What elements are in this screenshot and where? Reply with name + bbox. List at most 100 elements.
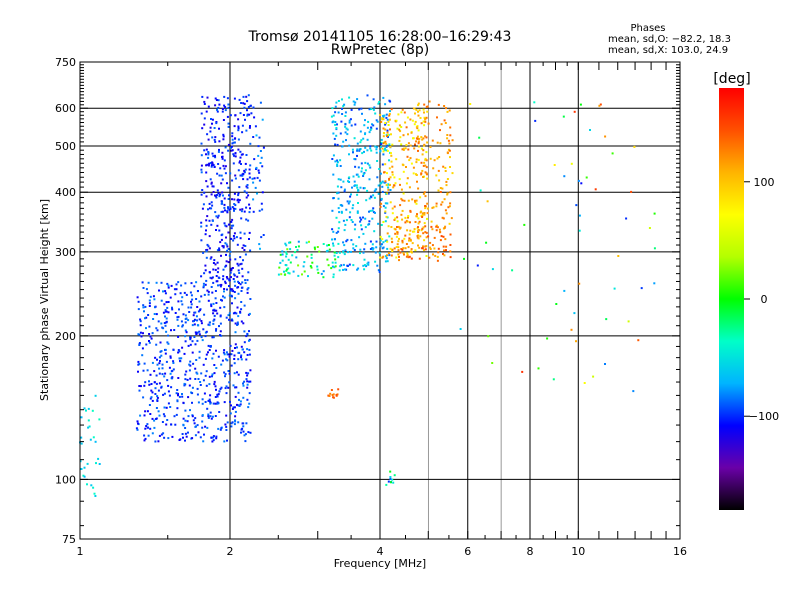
data-point <box>424 164 427 167</box>
data-point <box>398 237 400 240</box>
data-point <box>171 435 174 438</box>
data-point <box>374 251 377 254</box>
data-point <box>630 190 633 193</box>
data-point <box>429 246 432 249</box>
data-point <box>190 300 192 303</box>
data-point <box>202 379 205 382</box>
data-point <box>249 125 251 127</box>
data-point <box>380 121 383 123</box>
data-point <box>204 357 207 360</box>
data-point <box>386 135 388 138</box>
data-point <box>144 437 147 440</box>
data-point <box>418 246 421 249</box>
data-point <box>236 346 238 349</box>
cluster <box>414 100 454 239</box>
data-point <box>322 243 325 245</box>
data-point <box>205 164 208 167</box>
data-point <box>221 245 224 247</box>
data-point <box>248 238 250 240</box>
data-point <box>210 303 213 306</box>
data-point <box>209 411 212 414</box>
data-point <box>409 144 412 147</box>
data-point <box>158 434 161 437</box>
data-point <box>204 374 207 377</box>
data-point <box>413 123 416 126</box>
data-point <box>363 172 366 174</box>
cluster <box>327 388 340 399</box>
data-point <box>194 331 197 334</box>
data-point <box>229 114 232 117</box>
data-point <box>443 119 446 122</box>
data-point <box>252 181 255 184</box>
data-point <box>166 282 169 285</box>
data-point <box>144 410 147 413</box>
data-point <box>142 306 145 309</box>
data-point <box>171 376 174 379</box>
data-point <box>148 340 150 342</box>
data-point <box>387 183 390 186</box>
data-point <box>348 176 351 179</box>
data-point <box>191 351 194 354</box>
data-point <box>148 333 151 335</box>
data-point <box>209 130 212 133</box>
data-point <box>380 202 383 205</box>
data-point <box>246 380 249 383</box>
data-point <box>331 265 334 268</box>
data-point <box>239 256 242 259</box>
data-point <box>143 414 146 417</box>
data-point <box>445 184 448 187</box>
data-point <box>167 284 170 287</box>
data-point <box>617 255 620 257</box>
data-point <box>211 136 214 139</box>
data-point <box>192 314 195 317</box>
data-point <box>425 236 428 239</box>
data-point <box>252 198 255 201</box>
data-point <box>370 196 373 199</box>
data-point <box>204 335 207 338</box>
data-point <box>355 184 358 187</box>
data-point <box>395 256 398 259</box>
data-point <box>246 398 249 401</box>
data-point <box>407 142 410 145</box>
data-point <box>231 138 234 141</box>
x-tick-label: 4 <box>377 545 384 558</box>
data-point <box>389 201 392 204</box>
data-point <box>213 318 216 321</box>
data-point <box>149 413 152 415</box>
data-point <box>334 265 337 268</box>
data-point <box>254 125 257 128</box>
data-point <box>337 256 340 259</box>
data-point <box>220 427 223 430</box>
data-point <box>253 177 256 180</box>
cluster <box>459 101 656 393</box>
data-point <box>208 398 211 401</box>
data-point <box>382 127 385 130</box>
data-point <box>237 169 240 172</box>
data-point <box>209 402 212 405</box>
data-point <box>172 368 175 371</box>
data-point <box>214 415 217 417</box>
data-point <box>144 317 146 320</box>
data-point <box>223 440 226 443</box>
data-point <box>198 330 201 333</box>
data-point <box>218 249 221 251</box>
data-point <box>383 149 386 152</box>
data-point <box>227 149 230 152</box>
data-point <box>222 295 224 298</box>
data-point <box>381 185 384 188</box>
data-point <box>151 391 154 394</box>
data-point <box>255 166 258 169</box>
data-point <box>93 492 96 495</box>
data-point <box>262 234 265 236</box>
data-point <box>156 329 159 332</box>
data-point <box>220 334 223 337</box>
data-point <box>424 225 427 228</box>
data-point <box>209 178 212 181</box>
data-point <box>231 198 233 201</box>
data-point <box>188 363 191 366</box>
data-point <box>224 165 227 168</box>
data-point <box>364 169 367 172</box>
data-point <box>202 203 205 206</box>
data-point <box>262 146 265 149</box>
data-point <box>439 129 441 132</box>
